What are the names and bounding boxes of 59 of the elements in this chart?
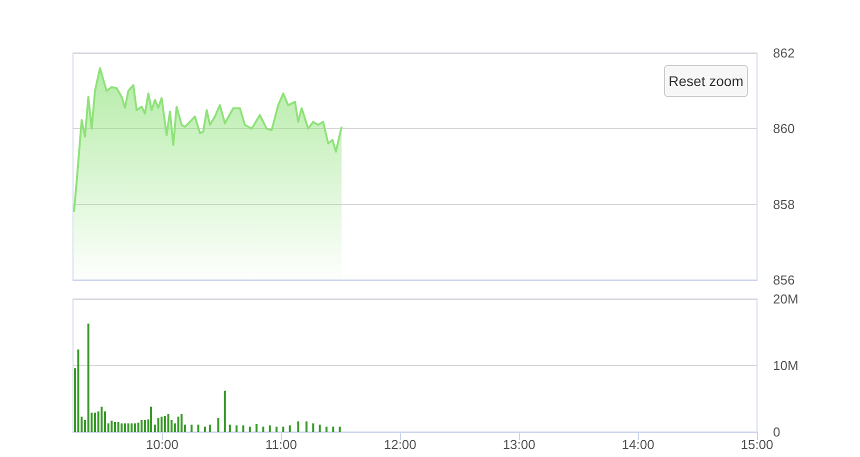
- bar: [312, 423, 314, 432]
- bar: [306, 421, 308, 432]
- annotation: Reset zoom: [668, 73, 744, 89]
- bar: [164, 416, 166, 432]
- x-tick-label: 14:00: [622, 437, 654, 452]
- bar: [262, 426, 264, 432]
- bar: [114, 422, 116, 432]
- bar: [256, 424, 258, 432]
- bar: [87, 324, 90, 432]
- bar: [282, 426, 284, 432]
- x-tick-label: 15:00: [740, 437, 774, 452]
- bar: [197, 424, 200, 432]
- bar: [325, 426, 328, 432]
- bar: [150, 406, 152, 432]
- bar: [177, 416, 180, 432]
- bar: [167, 414, 170, 432]
- x-tick-label: 10:00: [146, 437, 178, 452]
- y-tick-label: 860: [773, 121, 795, 136]
- bar: [180, 414, 183, 432]
- bar: [100, 406, 103, 432]
- bar: [288, 425, 291, 432]
- bar: [144, 420, 146, 432]
- x-tick-label: 13:00: [502, 437, 536, 452]
- bar: [268, 425, 271, 432]
- bar: [137, 422, 140, 432]
- bar: [297, 421, 300, 432]
- bar: [242, 425, 244, 432]
- bar: [77, 350, 80, 432]
- x-tick-label: 12:00: [384, 437, 416, 452]
- bar: [94, 412, 96, 432]
- bar: [332, 426, 334, 432]
- y-tick-label: 858: [773, 196, 795, 212]
- bar: [134, 423, 136, 432]
- bar: [217, 418, 220, 432]
- bar: [338, 426, 341, 432]
- bar: [208, 424, 211, 432]
- bar: [228, 424, 231, 432]
- bar: [224, 390, 226, 432]
- bar: [124, 423, 126, 432]
- bar: [130, 423, 133, 432]
- bar: [127, 423, 130, 432]
- y-tick-label: 0: [773, 424, 780, 440]
- bar: [236, 425, 238, 432]
- bar: [110, 420, 113, 432]
- bar: [117, 422, 120, 432]
- y-tick-label: 862: [773, 46, 795, 60]
- bar: [204, 426, 206, 432]
- y-tick-label: 20M: [773, 292, 798, 306]
- bar: [276, 426, 278, 432]
- bar: [120, 423, 123, 432]
- y-tick-label: 10M: [773, 358, 798, 373]
- bar: [157, 418, 160, 432]
- bar: [140, 420, 143, 432]
- bar: [160, 416, 163, 432]
- bar: [190, 424, 193, 432]
- bar: [318, 424, 321, 432]
- y-tick-label: 856: [773, 272, 795, 288]
- x-tick-label: 11:00: [265, 437, 297, 452]
- bar: [248, 426, 251, 432]
